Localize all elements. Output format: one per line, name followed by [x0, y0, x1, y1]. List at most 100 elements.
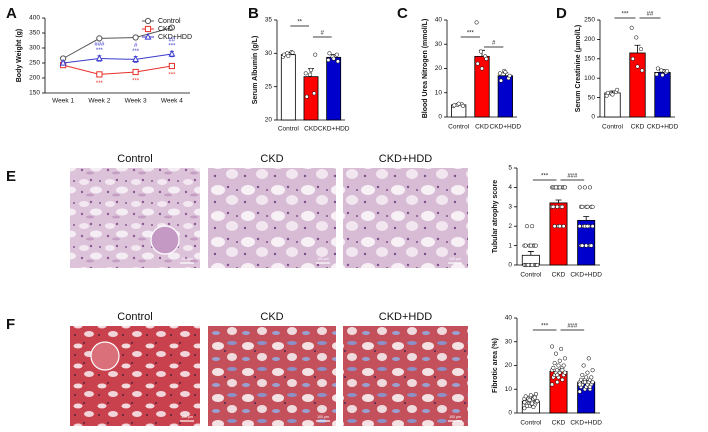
y-axis-title: Fibrotic area (%) — [492, 338, 499, 393]
data-point — [507, 73, 512, 78]
data-point — [326, 57, 331, 63]
panel-label: A — [6, 5, 17, 22]
bar — [549, 202, 568, 266]
data-point — [533, 243, 539, 248]
data-point — [655, 66, 660, 71]
x-tick-label: Week 3 — [125, 98, 147, 105]
y-tick-label: 30 — [265, 50, 273, 57]
image-title: CKD — [260, 311, 283, 323]
data-point — [312, 91, 317, 96]
data-point — [551, 204, 556, 209]
data-point — [290, 50, 295, 55]
data-point — [474, 20, 479, 25]
marker — [96, 35, 103, 42]
y-tick-label: 10 — [435, 89, 443, 96]
data-point — [555, 204, 560, 209]
error-bar — [555, 199, 562, 203]
y-tick-label: 100 — [584, 75, 595, 82]
data-point — [286, 53, 291, 59]
data-point — [556, 363, 561, 368]
bar — [280, 54, 296, 121]
error-bar — [634, 44, 641, 53]
y-tick-label: 25 — [265, 83, 273, 90]
error-bar — [583, 216, 590, 221]
y-tick-label: 250 — [584, 17, 595, 24]
data-point — [580, 204, 585, 209]
data-point — [557, 185, 562, 190]
scale-bar-label: 100 μm — [317, 415, 329, 419]
data-point — [552, 224, 557, 229]
x-tick-label: CKD+HDD — [570, 420, 602, 427]
y-axis-title: Serum Albumin (g/L) — [252, 36, 259, 105]
data-point — [334, 52, 339, 57]
bar — [326, 56, 342, 121]
scale-bar-label: 100 μm — [181, 257, 193, 261]
data-point — [560, 204, 565, 209]
legend-label: CKD+HDD — [158, 34, 192, 41]
x-tick-label: Control — [448, 124, 470, 131]
x-tick-label: Control — [520, 420, 542, 427]
significance-label: *** — [132, 49, 140, 55]
data-point — [660, 73, 665, 78]
data-point — [582, 185, 587, 190]
y-tick-label: 350 — [29, 30, 40, 37]
error-bar — [527, 251, 534, 256]
data-point — [551, 365, 556, 370]
panel-label: F — [6, 316, 15, 333]
data-point — [587, 384, 593, 389]
data-point — [584, 243, 589, 248]
data-point — [308, 67, 314, 73]
y-tick-label: 40 — [505, 315, 513, 322]
significance-label: ** — [297, 20, 302, 26]
image-title: Control — [117, 311, 152, 323]
histology-image — [208, 168, 336, 268]
significance-label: ### — [94, 42, 105, 48]
data-point — [528, 243, 533, 248]
y-axis-title: Serum Creatinine (μmol/L) — [575, 25, 582, 113]
marker — [132, 68, 139, 76]
data-point — [527, 397, 532, 402]
data-point — [303, 71, 308, 76]
data-point — [587, 185, 593, 190]
significance-label: *** — [621, 12, 629, 18]
data-point — [580, 372, 585, 378]
panel-label: E — [6, 168, 16, 185]
significance-label: ### — [567, 174, 578, 180]
y-tick-label: 200 — [584, 36, 595, 43]
data-point — [553, 185, 558, 190]
data-point — [497, 71, 502, 76]
y-tick-label: 20 — [435, 65, 443, 72]
marker — [96, 71, 103, 78]
legend-marker — [144, 32, 152, 40]
y-tick-label: 20 — [505, 362, 513, 369]
data-point — [535, 399, 540, 404]
data-point — [533, 391, 539, 397]
x-tick-label: CKD — [552, 272, 566, 279]
data-point — [578, 377, 584, 382]
data-point — [562, 185, 567, 190]
data-point — [562, 370, 567, 375]
bar — [629, 52, 646, 118]
data-point — [526, 262, 531, 268]
scale-bar-label: 100 μm — [181, 415, 193, 419]
data-point — [484, 56, 489, 61]
y-tick-label: 0 — [438, 114, 442, 121]
data-point — [335, 59, 340, 64]
data-point — [553, 351, 558, 356]
data-point — [561, 224, 566, 229]
x-tick-label: Control — [278, 126, 300, 133]
data-point — [535, 262, 540, 268]
data-point — [327, 51, 332, 56]
data-point — [585, 370, 590, 375]
data-point — [560, 377, 565, 382]
y-tick-label: 3 — [508, 204, 512, 211]
significance-label: ## — [647, 12, 654, 18]
significance-label: *** — [96, 48, 104, 54]
bar — [654, 71, 671, 118]
data-point — [589, 375, 594, 380]
data-point — [552, 361, 557, 366]
data-point — [452, 103, 457, 108]
data-point — [460, 103, 466, 108]
data-point — [586, 356, 591, 361]
scale-bar-label: 100 μm — [317, 257, 329, 261]
